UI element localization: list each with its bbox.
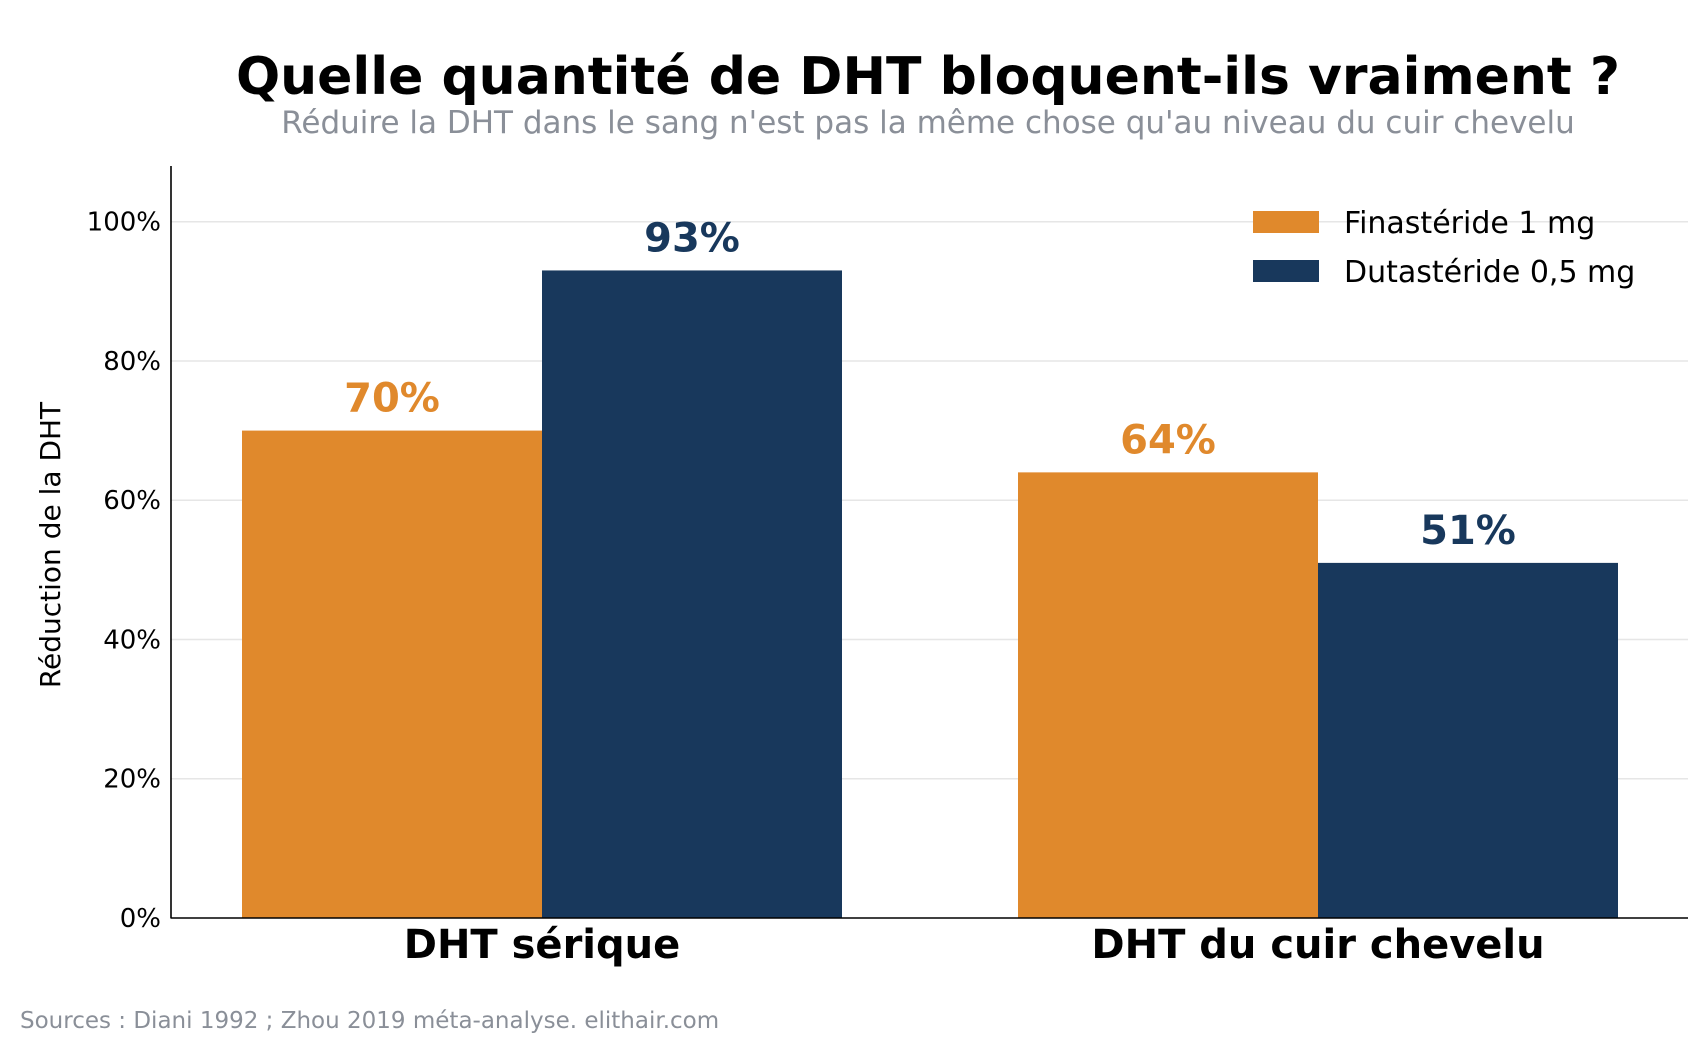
legend-swatch xyxy=(1253,211,1319,233)
y-tick-label: 100% xyxy=(87,208,161,238)
y-tick-label: 40% xyxy=(103,625,161,655)
legend-swatch xyxy=(1253,260,1319,282)
y-tick-label: 60% xyxy=(103,486,161,516)
chart-title: Quelle quantité de DHT bloquent-ils vrai… xyxy=(236,47,1620,107)
legend: Finastéride 1 mg Dutastéride 0,5 mg xyxy=(1253,206,1635,290)
chart-subtitle: Réduire la DHT dans le sang n'est pas la… xyxy=(281,105,1575,141)
legend-label: Finastéride 1 mg xyxy=(1344,206,1595,241)
y-tick-label: 20% xyxy=(103,765,161,795)
data-labels: 70% 93% 64% 51% xyxy=(344,215,1516,553)
data-label: 70% xyxy=(344,376,440,422)
bars xyxy=(242,270,1618,918)
data-label: 51% xyxy=(1420,508,1516,554)
y-tick-label: 80% xyxy=(103,347,161,377)
y-axis-ticks: 0% 20% 40% 60% 80% 100% xyxy=(87,208,161,934)
data-label: 93% xyxy=(644,215,740,261)
bar xyxy=(1018,472,1318,918)
x-tick-label: DHT du cuir chevelu xyxy=(1091,922,1544,968)
data-label: 64% xyxy=(1120,417,1216,463)
bar xyxy=(1318,562,1618,918)
axes xyxy=(170,166,1688,919)
bar xyxy=(242,430,542,918)
x-axis-ticks: DHT sérique DHT du cuir chevelu xyxy=(404,922,1545,968)
y-axis-label: Réduction de la DHT xyxy=(34,401,67,688)
source-note: Sources : Diani 1992 ; Zhou 2019 méta-an… xyxy=(20,1008,719,1034)
legend-label: Dutastéride 0,5 mg xyxy=(1344,255,1635,290)
x-tick-label: DHT sérique xyxy=(404,922,681,968)
bar xyxy=(542,270,842,918)
y-tick-label: 0% xyxy=(120,904,161,934)
